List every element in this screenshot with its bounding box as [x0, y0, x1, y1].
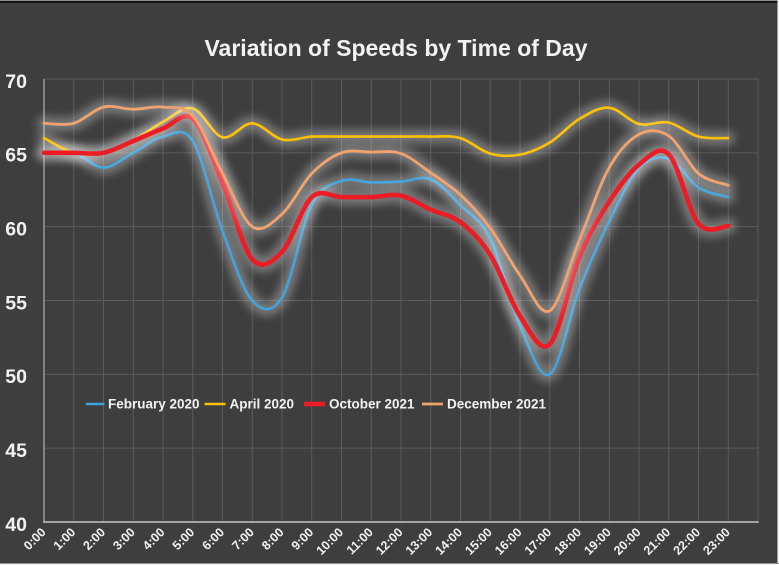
svg-text:February 2020: February 2020	[108, 396, 200, 411]
svg-text:45: 45	[5, 440, 27, 462]
svg-text:December 2021: December 2021	[447, 396, 547, 411]
svg-text:70: 70	[5, 71, 27, 93]
svg-text:50: 50	[5, 366, 27, 388]
svg-text:Variation of Speeds by Time of: Variation of Speeds by Time of Day	[204, 35, 587, 61]
svg-text:October 2021: October 2021	[329, 396, 415, 411]
svg-text:40: 40	[5, 514, 27, 536]
svg-text:60: 60	[5, 219, 27, 241]
svg-text:65: 65	[5, 145, 27, 167]
svg-text:55: 55	[5, 292, 27, 314]
svg-text:April 2020: April 2020	[230, 396, 295, 411]
